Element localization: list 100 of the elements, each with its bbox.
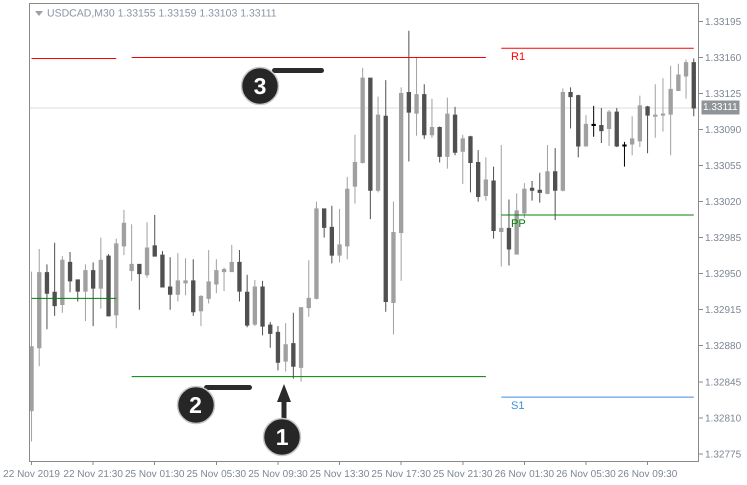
candlestick (90, 262, 96, 327)
x-tick-label: 26 Nov 05:30 (556, 469, 616, 480)
candlestick (306, 260, 311, 318)
x-tick-label: 25 Nov 21:30 (433, 469, 493, 480)
candlestick (98, 237, 104, 310)
candlestick (406, 30, 412, 162)
y-tick-label: 1.33055 (705, 161, 742, 172)
candlestick (360, 67, 365, 164)
candlestick (206, 250, 211, 304)
candlestick (398, 86, 404, 282)
candlestick (499, 144, 504, 267)
series-label: S1 (511, 400, 524, 412)
candlestick (692, 58, 696, 117)
candlestick (452, 106, 458, 156)
series-label: PP (511, 218, 526, 230)
ref-line-label: 1.33111 (703, 102, 738, 113)
candlestick (83, 264, 88, 322)
candlestick (276, 326, 280, 371)
candlestick (352, 134, 358, 204)
y-tick-label: 1.32950 (705, 269, 742, 280)
candlestick (237, 250, 242, 302)
candlestick (576, 94, 580, 158)
candlestick (599, 107, 604, 144)
y-tick-label: 1.33195 (705, 17, 742, 28)
candlestick (668, 65, 673, 156)
candlestick (191, 258, 196, 316)
candlestick (30, 271, 34, 442)
x-tick-label: 25 Nov 13:30 (310, 469, 370, 480)
candlestick (214, 258, 219, 294)
candlestick (653, 84, 658, 138)
y-tick-label: 1.32915 (705, 305, 742, 316)
candlestick (445, 97, 450, 170)
candlestick (330, 205, 334, 264)
candlestick (560, 88, 566, 192)
candlestick (114, 238, 118, 329)
candlestick (129, 224, 134, 282)
candlestick (122, 209, 126, 256)
y-tick-label: 1.32775 (705, 449, 742, 460)
candlestick (137, 264, 142, 310)
candlestick (638, 95, 642, 148)
y-tick-label: 1.33090 (705, 125, 742, 136)
candlestick (414, 57, 419, 136)
candlestick (345, 176, 350, 260)
candlestick (568, 86, 573, 130)
candlestick (622, 141, 627, 168)
candlestick (384, 80, 388, 312)
candlestick (684, 59, 688, 100)
candlestick (430, 98, 434, 138)
y-tick-label: 1.32810 (705, 413, 742, 424)
candlestick (376, 96, 380, 193)
candlestick (422, 84, 426, 140)
candlestick (591, 105, 596, 138)
x-tick-label: 26 Nov 01:30 (494, 469, 555, 480)
candlestick (676, 63, 681, 91)
candlestick (37, 248, 42, 367)
candlestick (552, 148, 558, 221)
candlestick (152, 214, 157, 257)
candlestick (538, 172, 542, 204)
candlestick (198, 294, 204, 327)
candlestick (522, 182, 527, 219)
chart-title: USDCAD,M30 1.33155 1.33159 1.33103 1.33111 (47, 8, 277, 20)
candlestick (337, 208, 342, 263)
candlestick (44, 264, 50, 330)
candlestick (391, 201, 396, 335)
x-tick-label: 25 Nov 01:30 (124, 469, 185, 480)
y-tick-label: 1.32985 (705, 233, 742, 244)
candlestick (268, 322, 272, 348)
candlestick (244, 274, 250, 328)
candlestick (168, 256, 172, 310)
candlestick (606, 110, 612, 147)
series-label: R1 (511, 51, 526, 63)
candlestick (252, 279, 258, 327)
candlestick (468, 135, 473, 193)
candlestick (368, 78, 373, 220)
candlestick (68, 252, 72, 293)
candlestick (144, 222, 150, 278)
candlestick (437, 126, 442, 164)
candlestick (614, 107, 619, 148)
candlestick (260, 280, 265, 336)
y-tick-label: 1.33020 (705, 197, 742, 208)
candlestick (484, 156, 488, 202)
candlestick (160, 250, 165, 288)
candlestick (222, 267, 226, 292)
candlestick (298, 307, 304, 382)
candlestick (291, 312, 296, 380)
x-tick-label: 22 Nov 2019 (3, 469, 60, 480)
y-tick-label: 1.32880 (705, 341, 742, 352)
candlestick (491, 166, 496, 240)
candlestick (322, 208, 326, 238)
x-tick-label: 25 Nov 17:30 (371, 469, 432, 480)
candlestick (545, 144, 550, 195)
y-tick-label: 1.33125 (705, 89, 742, 100)
candlestick (476, 150, 480, 202)
candlestick (314, 201, 319, 300)
candlestick (52, 242, 57, 316)
candlestick (106, 254, 111, 316)
candlestick (283, 322, 288, 372)
candlestick (645, 105, 650, 154)
candlestick (230, 244, 234, 272)
x-tick-label: 25 Nov 05:30 (186, 469, 247, 480)
